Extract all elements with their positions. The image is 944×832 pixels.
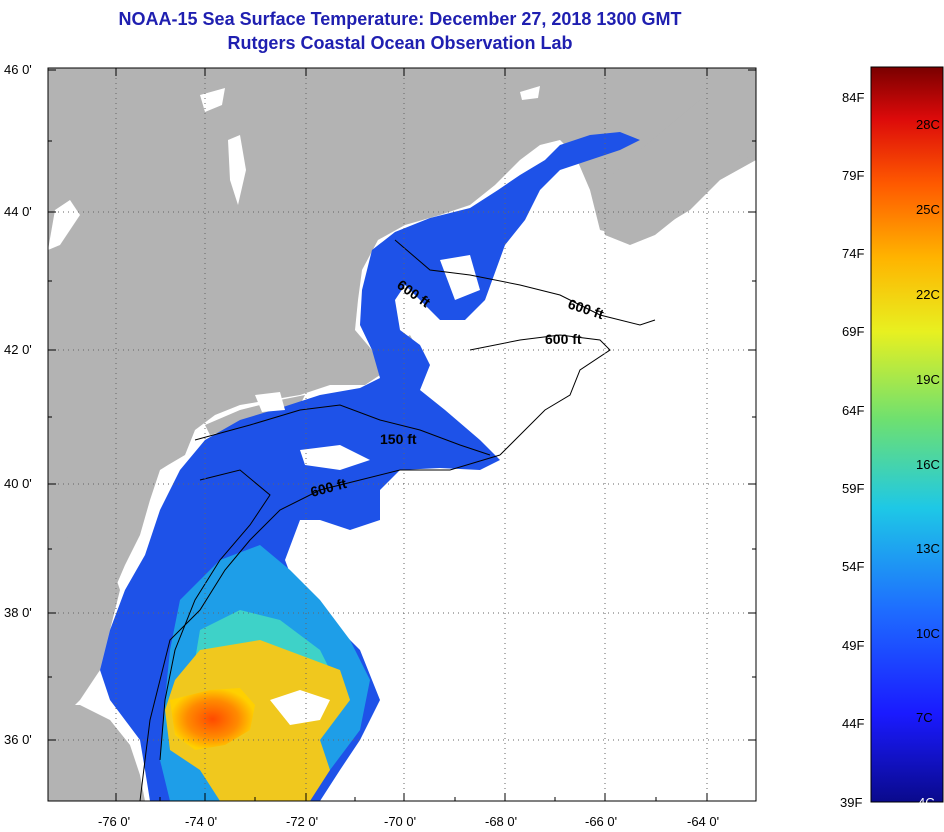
contour-label: 600 ft [545,331,582,347]
colorbar-c-label: 28C [916,117,940,132]
colorbar-c-label: 22C [916,287,940,302]
land-nova-scotia [598,68,756,245]
map-title: NOAA-15 Sea Surface Temperature: Decembe… [118,9,682,29]
cloud-gap [440,255,480,300]
lat-label: 38 0' [4,605,32,620]
lon-label: -74 0' [185,814,217,829]
depth-contour-600ft-shelf [139,454,501,801]
colorbar-f-label: 44F [842,716,865,731]
colorbar-c-label: 10C [916,626,940,641]
colorbar-f-label: 84F [842,90,865,105]
lon-label: -66 0' [585,814,617,829]
colorbar-c-label: 13C [916,541,940,556]
lon-label: -64 0' [687,814,719,829]
sst-gulfstream-yellow [165,640,350,801]
cloud-gap [255,392,285,412]
colorbar-c-label: 7C [916,710,933,725]
colorbar [870,66,944,803]
colorbar-f-label: 69F [842,324,865,339]
sst-gulfstream-warm [170,688,255,750]
map-frame [47,67,757,802]
colorbar-c-label: 19C [916,372,940,387]
map-grid [48,68,756,801]
lat-label: 40 0' [4,476,32,491]
map-subtitle: Rutgers Coastal Ocean Observation Lab [227,33,573,53]
lon-label: -70 0' [384,814,416,829]
land-carolina [48,705,145,801]
colorbar-f-label: 79F [842,168,865,183]
lat-label: 42 0' [4,342,32,357]
lon-label: -68 0' [485,814,517,829]
cloud-gap [270,690,330,725]
colorbar-f-label: 64F [842,403,865,418]
lake [200,88,225,112]
lat-label: 44 0' [4,204,32,219]
depth-contour-600ft [469,334,611,456]
colorbar-c-label: 16C [916,457,940,472]
colorbar-f-label: 59F [842,481,865,496]
contour-label: 150 ft [380,431,417,447]
colorbar-f-label: 49F [842,638,865,653]
lake [520,86,540,100]
tick-marks [48,68,756,801]
depth-contour-inner [159,469,271,761]
lon-label: -76 0' [98,814,130,829]
colorbar-f-label: 39F [840,795,863,810]
lat-label: 36 0' [4,732,32,747]
colorbar-c-label: 4C [918,795,935,810]
land-delmarva [48,535,120,725]
colorbar-f-label: 74F [842,246,865,261]
lon-label: -72 0' [286,814,318,829]
colorbar-c-label: 25C [916,202,940,217]
cloud-gap [300,445,370,470]
colorbar-f-label: 54F [842,559,865,574]
depth-contour-600ft [394,239,656,326]
depth-contour-150ft [194,404,491,456]
lake [228,135,246,205]
lat-label: 46 0' [4,62,32,77]
land-us [48,68,756,705]
